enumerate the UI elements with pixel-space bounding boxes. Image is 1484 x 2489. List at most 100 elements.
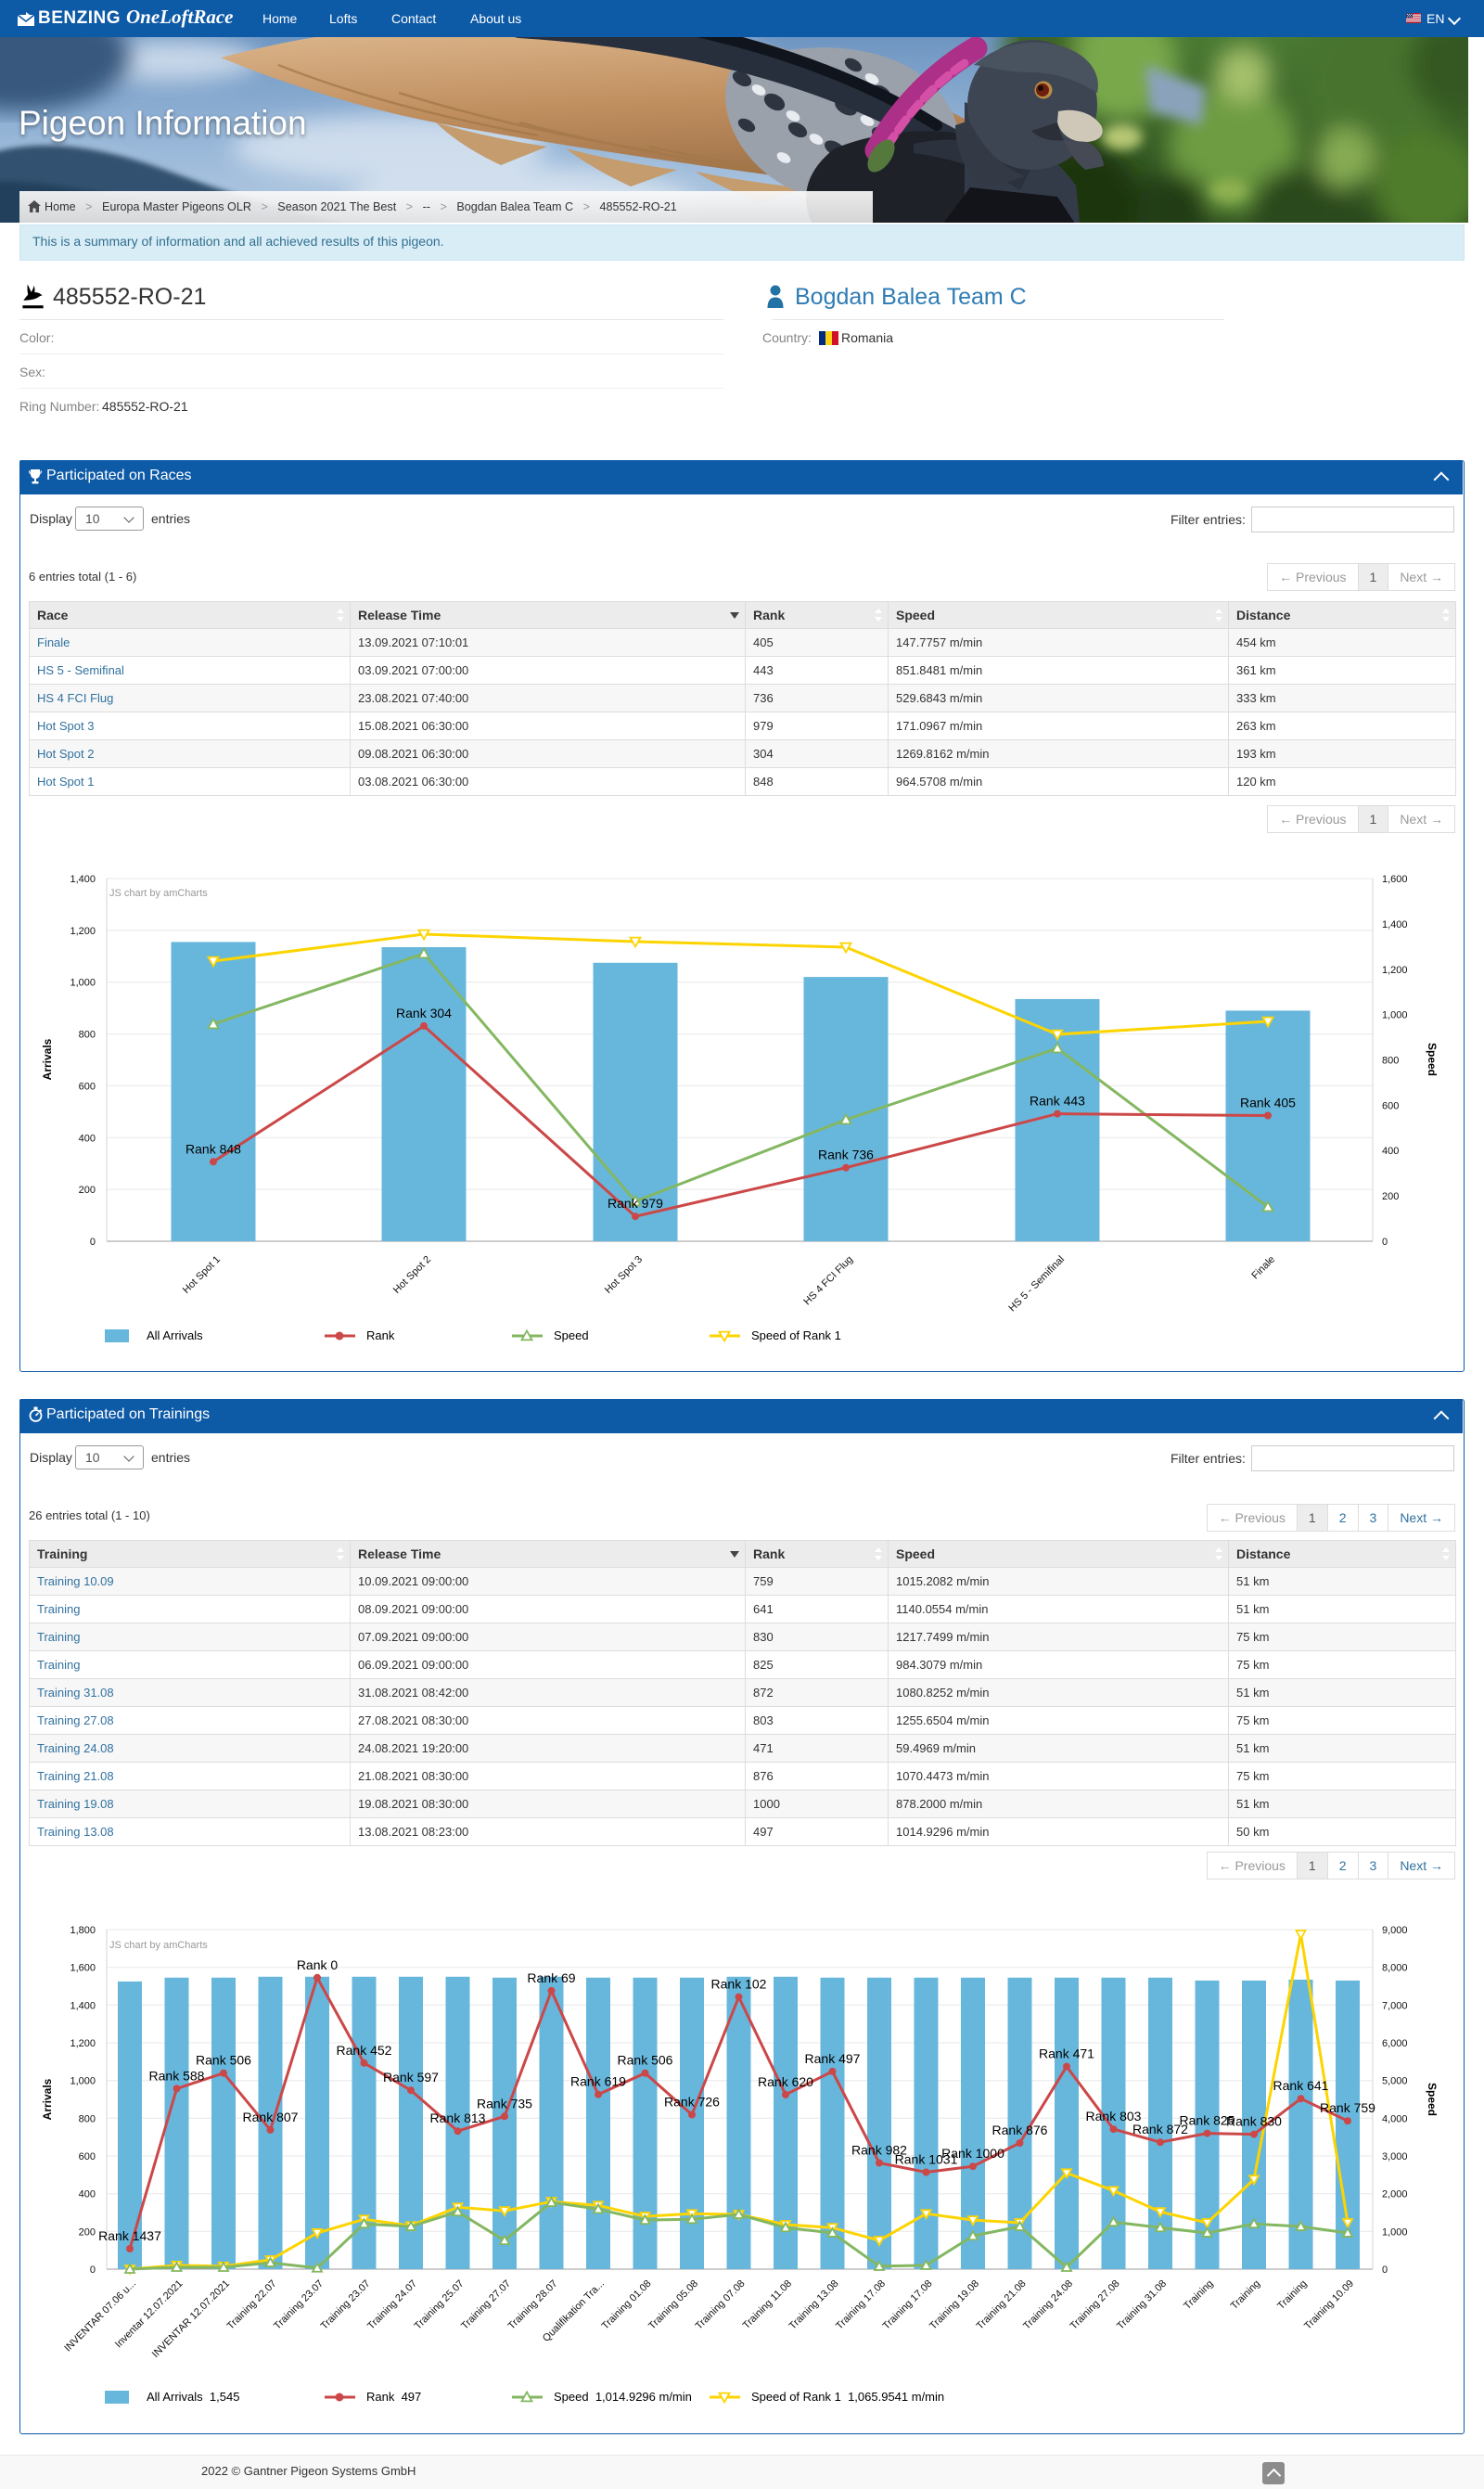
- svg-text:Arrivals: Arrivals: [41, 2078, 54, 2120]
- svg-text:Training 28.07: Training 28.07: [506, 2278, 560, 2332]
- svg-text:JS chart by amCharts: JS chart by amCharts: [109, 1940, 208, 1951]
- svg-text:Rank 1000: Rank 1000: [941, 2146, 1004, 2161]
- svg-text:Training 17.08: Training 17.08: [834, 2278, 888, 2332]
- svg-text:Rank 641: Rank 641: [1273, 2078, 1329, 2093]
- svg-text:Arrivals: Arrivals: [41, 1038, 54, 1080]
- svg-text:0: 0: [1382, 2264, 1388, 2276]
- svg-text:Rank 497: Rank 497: [366, 2390, 421, 2404]
- svg-text:Finale: Finale: [1249, 1254, 1277, 1282]
- svg-text:1,400: 1,400: [70, 2000, 96, 2011]
- svg-text:Rank 807: Rank 807: [243, 2110, 299, 2124]
- svg-text:Training 23.07: Training 23.07: [272, 2278, 326, 2332]
- svg-text:Training 13.08: Training 13.08: [787, 2278, 841, 2332]
- svg-text:Rank 506: Rank 506: [196, 2053, 251, 2068]
- svg-text:Rank 982: Rank 982: [851, 2143, 907, 2158]
- svg-text:Training 10.09: Training 10.09: [1302, 2278, 1356, 2332]
- svg-text:Training 24.08: Training 24.08: [1021, 2278, 1075, 2332]
- svg-text:HS 5 - Semifinal: HS 5 - Semifinal: [1006, 1254, 1067, 1315]
- svg-text:Rank 588: Rank 588: [149, 2068, 205, 2083]
- svg-text:400: 400: [79, 1133, 96, 1144]
- svg-text:Training 19.08: Training 19.08: [928, 2278, 981, 2332]
- svg-text:Training 05.08: Training 05.08: [646, 2278, 700, 2332]
- svg-text:Rank 876: Rank 876: [992, 2123, 1048, 2137]
- svg-text:Rank 304: Rank 304: [396, 1006, 452, 1020]
- svg-text:8,000: 8,000: [1382, 1963, 1408, 1974]
- svg-text:600: 600: [79, 2151, 96, 2162]
- svg-text:Rank 813: Rank 813: [430, 2111, 486, 2125]
- svg-text:9,000: 9,000: [1382, 1925, 1408, 1936]
- svg-text:Training 27.08: Training 27.08: [1068, 2278, 1122, 2332]
- svg-text:5,000: 5,000: [1382, 2076, 1408, 2087]
- svg-text:Training 01.08: Training 01.08: [600, 2278, 654, 2332]
- svg-text:Training 27.07: Training 27.07: [459, 2278, 513, 2332]
- svg-text:1,000: 1,000: [1382, 1010, 1408, 1021]
- svg-text:Rank 736: Rank 736: [818, 1148, 874, 1162]
- svg-text:0: 0: [90, 1237, 96, 1248]
- svg-text:Rank 1437: Rank 1437: [98, 2228, 161, 2243]
- svg-text:Training 24.07: Training 24.07: [365, 2278, 419, 2332]
- svg-text:Rank 979: Rank 979: [608, 1196, 663, 1211]
- svg-text:Rank 497: Rank 497: [805, 2051, 861, 2066]
- svg-text:600: 600: [79, 1081, 96, 1092]
- svg-text:Training 23.07: Training 23.07: [319, 2278, 373, 2332]
- svg-text:Rank 872: Rank 872: [1132, 2122, 1188, 2136]
- svg-text:200: 200: [79, 2226, 96, 2238]
- svg-text:0: 0: [90, 2264, 96, 2276]
- svg-text:Training 21.08: Training 21.08: [975, 2278, 1029, 2332]
- svg-text:1,200: 1,200: [70, 926, 96, 937]
- svg-text:1,800: 1,800: [70, 1925, 96, 1936]
- svg-text:1,400: 1,400: [1382, 919, 1408, 930]
- svg-text:Hot Spot 3: Hot Spot 3: [603, 1254, 645, 1296]
- svg-text:Speed of Rank 1 1,065.9541 m/: Speed of Rank 1 1,065.9541 m/min: [751, 2390, 944, 2404]
- svg-text:800: 800: [79, 2113, 96, 2124]
- svg-text:Training 25.07: Training 25.07: [413, 2278, 467, 2332]
- svg-text:Training 11.08: Training 11.08: [741, 2278, 794, 2331]
- svg-text:Training 17.08: Training 17.08: [881, 2278, 935, 2332]
- svg-text:Rank 803: Rank 803: [1086, 2109, 1142, 2123]
- svg-text:1,600: 1,600: [1382, 874, 1408, 885]
- svg-text:Training 07.08: Training 07.08: [694, 2278, 748, 2332]
- svg-text:1,000: 1,000: [1382, 2226, 1408, 2238]
- svg-text:Rank 620: Rank 620: [758, 2074, 813, 2089]
- svg-text:Speed: Speed: [1426, 1043, 1439, 1076]
- svg-text:All Arrivals: All Arrivals: [147, 1328, 203, 1342]
- svg-text:Speed: Speed: [1426, 2083, 1439, 2116]
- svg-text:1,200: 1,200: [1382, 965, 1408, 976]
- svg-text:1,200: 1,200: [70, 2038, 96, 2049]
- svg-text:Training: Training: [1182, 2278, 1215, 2312]
- svg-text:Training: Training: [1229, 2278, 1262, 2312]
- svg-text:Rank 0: Rank 0: [297, 1957, 339, 1972]
- svg-text:Rank 506: Rank 506: [618, 2053, 673, 2068]
- svg-text:800: 800: [79, 1030, 96, 1041]
- svg-text:Rank 597: Rank 597: [383, 2070, 439, 2085]
- svg-text:Rank 830: Rank 830: [1226, 2114, 1282, 2129]
- svg-text:Hot Spot 1: Hot Spot 1: [181, 1254, 223, 1296]
- svg-text:2,000: 2,000: [1382, 2189, 1408, 2200]
- svg-text:0: 0: [1382, 1237, 1388, 1248]
- svg-text:Rank 1031: Rank 1031: [895, 2152, 958, 2167]
- svg-text:800: 800: [1382, 1056, 1399, 1067]
- svg-text:Rank: Rank: [366, 1328, 395, 1342]
- svg-text:4,000: 4,000: [1382, 2113, 1408, 2124]
- svg-text:Rank 759: Rank 759: [1320, 2100, 1375, 2115]
- svg-text:400: 400: [1382, 1146, 1399, 1157]
- svg-text:6,000: 6,000: [1382, 2038, 1408, 2049]
- svg-text:INVENTAR 12.07.2021: INVENTAR 12.07.2021: [150, 2278, 232, 2360]
- svg-text:Hot Spot 2: Hot Spot 2: [391, 1254, 433, 1296]
- svg-text:7,000: 7,000: [1382, 2000, 1408, 2011]
- svg-text:Rank 848: Rank 848: [186, 1141, 241, 1156]
- svg-text:400: 400: [79, 2189, 96, 2200]
- svg-text:1,000: 1,000: [70, 2076, 96, 2087]
- svg-text:Rank 69: Rank 69: [527, 1970, 575, 1985]
- svg-text:Rank 825: Rank 825: [1180, 2113, 1235, 2128]
- svg-text:HS 4 FCI Flug: HS 4 FCI Flug: [801, 1254, 855, 1308]
- svg-text:1,000: 1,000: [70, 978, 96, 989]
- svg-text:Speed 1,014.9296 m/min: Speed 1,014.9296 m/min: [554, 2390, 692, 2404]
- svg-text:Rank 471: Rank 471: [1039, 2046, 1094, 2061]
- svg-text:Rank 619: Rank 619: [570, 2074, 626, 2089]
- svg-text:Rank 735: Rank 735: [477, 2096, 532, 2111]
- svg-text:Rank 102: Rank 102: [711, 1977, 767, 1992]
- svg-text:1,400: 1,400: [70, 874, 96, 885]
- svg-text:200: 200: [1382, 1191, 1399, 1202]
- svg-text:Training 31.08: Training 31.08: [1115, 2278, 1169, 2332]
